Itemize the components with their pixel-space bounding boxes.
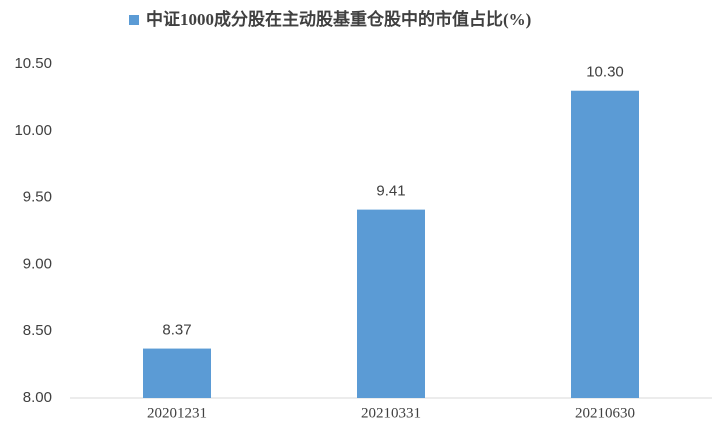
y-tick-label: 10.50 bbox=[14, 55, 52, 72]
data-label: 10.30 bbox=[586, 64, 624, 81]
bar bbox=[143, 348, 211, 398]
y-tick-label: 9.50 bbox=[23, 189, 52, 206]
y-tick-label: 8.00 bbox=[23, 389, 52, 406]
legend-label: 中证1000成分股在主动股基重仓股中的市值占比(%) bbox=[146, 9, 531, 29]
data-label: 9.41 bbox=[376, 183, 405, 200]
x-tick-label: 20210630 bbox=[575, 405, 635, 421]
y-tick-label: 10.00 bbox=[14, 122, 52, 139]
y-tick-label: 9.00 bbox=[23, 255, 52, 272]
y-tick-label: 8.50 bbox=[23, 322, 52, 339]
data-label: 8.37 bbox=[162, 322, 191, 339]
bar bbox=[571, 90, 639, 398]
legend-swatch bbox=[129, 15, 139, 25]
x-tick-label: 20201231 bbox=[147, 405, 207, 421]
bar bbox=[357, 209, 425, 398]
x-tick-label: 20210331 bbox=[361, 405, 421, 421]
